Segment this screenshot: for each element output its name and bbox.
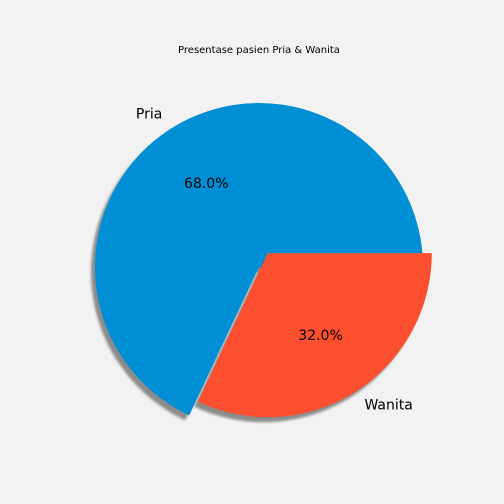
chart-title: Presentase pasien Pria & Wanita <box>178 45 340 56</box>
pie-slices <box>94 102 432 418</box>
slice-percent-pria: 68.0% <box>184 176 228 192</box>
pie-slice-pria <box>94 102 423 416</box>
slice-label-wanita: Wanita <box>364 397 412 413</box>
slice-percent-wanita: 32.0% <box>298 328 342 344</box>
pie-slice-wanita <box>197 253 432 418</box>
slice-label-pria: Pria <box>136 107 162 123</box>
pie-labels: Pria 68.0% Wanita 32.0% <box>136 107 413 414</box>
